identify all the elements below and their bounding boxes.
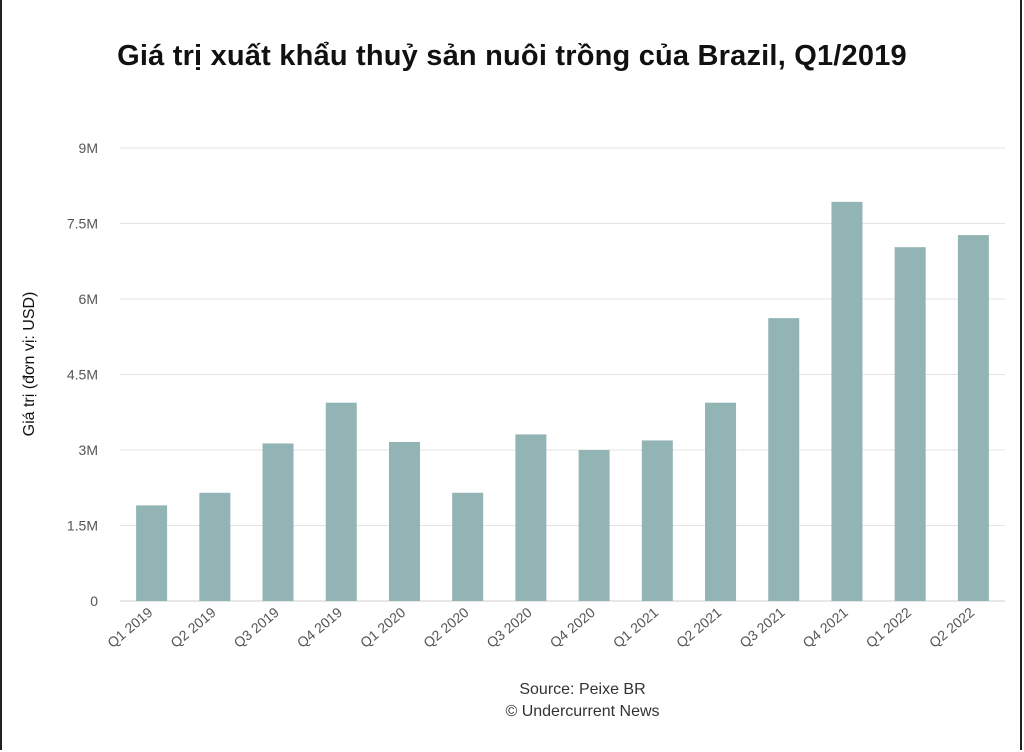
x-tick-label: Q1 2020: [357, 604, 409, 651]
source-note: Source: Peixe BR: [519, 681, 646, 698]
x-tick-label: Q2 2020: [420, 604, 472, 651]
x-tick-label: Q1 2022: [863, 604, 915, 651]
x-tick-label: Q2 2022: [926, 604, 978, 651]
x-tick-label: Q1 2021: [610, 604, 662, 651]
bar: [136, 505, 168, 601]
x-tick-label: Q2 2019: [167, 604, 219, 651]
y-tick-label: 3M: [79, 442, 98, 458]
y-tick-label: 6M: [79, 291, 98, 307]
bar: [199, 492, 231, 601]
chart-title: Giá trị xuất khẩu thuỷ sản nuôi trồng củ…: [117, 40, 907, 72]
x-tick-label: Q3 2021: [736, 604, 788, 651]
bar: [768, 318, 800, 601]
y-axis-ticks: 0 1.5M 3M 4.5M 6M 7.5M 9M: [67, 140, 98, 609]
x-tick-label: Q4 2021: [799, 604, 851, 651]
bar: [578, 450, 610, 601]
x-tick-label: Q2 2021: [673, 604, 725, 651]
bar: [325, 402, 357, 601]
y-tick-label: 1.5M: [67, 518, 98, 534]
bar: [894, 247, 926, 601]
gridlines: [120, 147, 1005, 602]
x-tick-label: Q3 2019: [231, 604, 283, 651]
bar: [388, 441, 420, 601]
bar: [262, 443, 294, 601]
y-tick-label: 4.5M: [67, 367, 98, 383]
y-axis-label: Giá trị (đơn vị: USD): [21, 292, 38, 437]
x-tick-label: Q4 2019: [294, 604, 346, 651]
bar: [452, 492, 484, 601]
credit-note: © Undercurrent News: [505, 703, 660, 720]
y-tick-label: 9M: [79, 140, 98, 156]
x-tick-label: Q1 2019: [104, 604, 156, 651]
y-tick-label: 7.5M: [67, 216, 98, 232]
x-tick-label: Q3 2020: [483, 604, 535, 651]
bar: [515, 434, 547, 601]
bar: [641, 440, 673, 601]
x-tick-label: Q4 2020: [547, 604, 599, 651]
y-tick-label: 0: [90, 593, 98, 609]
bars: [136, 201, 989, 601]
bar: [705, 402, 737, 601]
x-axis-ticks: Q1 2019 Q2 2019 Q3 2019 Q4 2019 Q1 2020 Q2 20…: [104, 604, 977, 651]
bar: [831, 201, 863, 601]
bar: [957, 235, 989, 601]
